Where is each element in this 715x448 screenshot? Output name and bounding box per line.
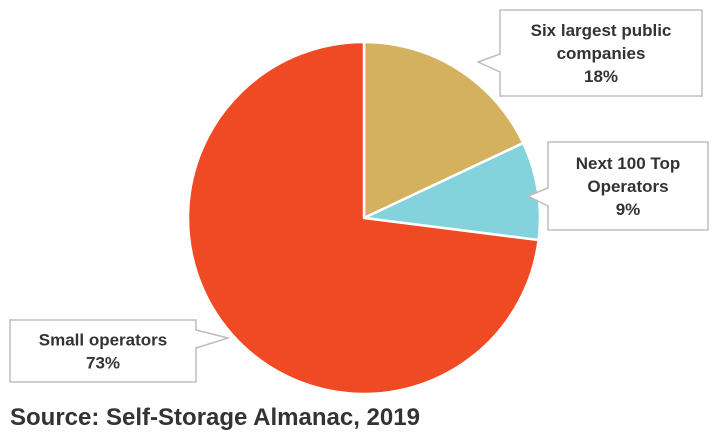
callout-1: Next 100 Top Operators 9% bbox=[526, 141, 709, 231]
callout-pointer bbox=[526, 187, 549, 207]
slice-category-label: companies bbox=[557, 44, 646, 63]
callout-2: Small operators 73% bbox=[9, 319, 231, 383]
slice-category-label: Small operators bbox=[39, 331, 168, 350]
slice-category-label: Operators bbox=[587, 177, 668, 196]
callout-box bbox=[547, 141, 709, 231]
pie-slice-1 bbox=[362, 141, 542, 242]
slice-value-label: 9% bbox=[616, 200, 641, 219]
pie-slices bbox=[186, 40, 542, 396]
slice-callouts: Six largest public companies 18% Next 100 T… bbox=[9, 9, 709, 383]
callout-pointer bbox=[476, 53, 501, 73]
source-note: Source: Self-Storage Almanac, 2019 bbox=[10, 404, 420, 431]
callout-box bbox=[499, 9, 703, 97]
callout-pointer bbox=[195, 329, 231, 349]
pie-slice-2 bbox=[186, 40, 540, 396]
slice-category-label: Next 100 Top bbox=[576, 154, 681, 173]
callout-box bbox=[9, 319, 197, 383]
slice-category-label: Six largest public bbox=[531, 21, 672, 40]
pie-slice-0 bbox=[362, 40, 525, 220]
callout-0: Six largest public companies 18% bbox=[476, 9, 703, 97]
slice-value-label: 73% bbox=[86, 354, 120, 373]
slice-value-label: 18% bbox=[584, 67, 618, 86]
